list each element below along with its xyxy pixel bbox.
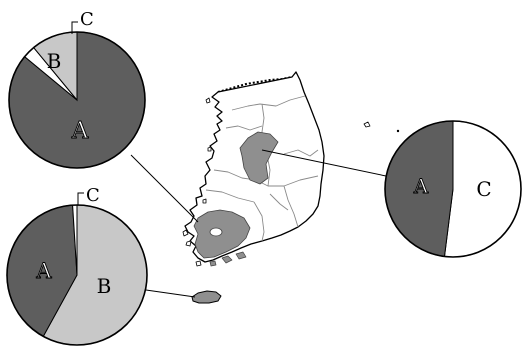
label-top-left-a: A xyxy=(71,118,89,144)
map-islands xyxy=(182,97,371,267)
map-enclave xyxy=(209,227,223,237)
label-bottom-left-c: C xyxy=(86,185,100,206)
map-region-southwest xyxy=(193,209,251,259)
slice-labels: A B C A B C A C xyxy=(35,9,492,298)
leader-lines xyxy=(130,149,387,298)
callout-bracket-bottom-left-c xyxy=(77,192,84,205)
pie-bottom-left xyxy=(6,204,148,346)
leader-line-top-left xyxy=(130,154,199,223)
label-top-left-b: B xyxy=(47,49,62,73)
callout-bracket-top-left-c xyxy=(71,21,78,34)
map-east-islet xyxy=(396,129,400,133)
map-jeju xyxy=(191,290,222,304)
korea-map xyxy=(182,71,400,304)
leader-line-right xyxy=(261,149,387,177)
label-bottom-left-b: B xyxy=(97,274,112,298)
map-region-central xyxy=(239,131,279,185)
label-bottom-left-a: A xyxy=(35,259,52,283)
map-southwest-islands xyxy=(209,251,247,267)
pie-bottom-left-outline xyxy=(6,204,148,346)
callout-brackets xyxy=(71,21,84,205)
label-right-a: A xyxy=(413,174,429,198)
label-right-c: C xyxy=(476,177,491,201)
pie-top-left xyxy=(8,31,146,169)
leader-line-bottom-left xyxy=(145,289,196,298)
pie-right-outline xyxy=(384,120,522,258)
pie-top-left-outline xyxy=(8,31,146,169)
label-top-left-c: C xyxy=(80,9,94,30)
pie-right xyxy=(384,120,522,258)
